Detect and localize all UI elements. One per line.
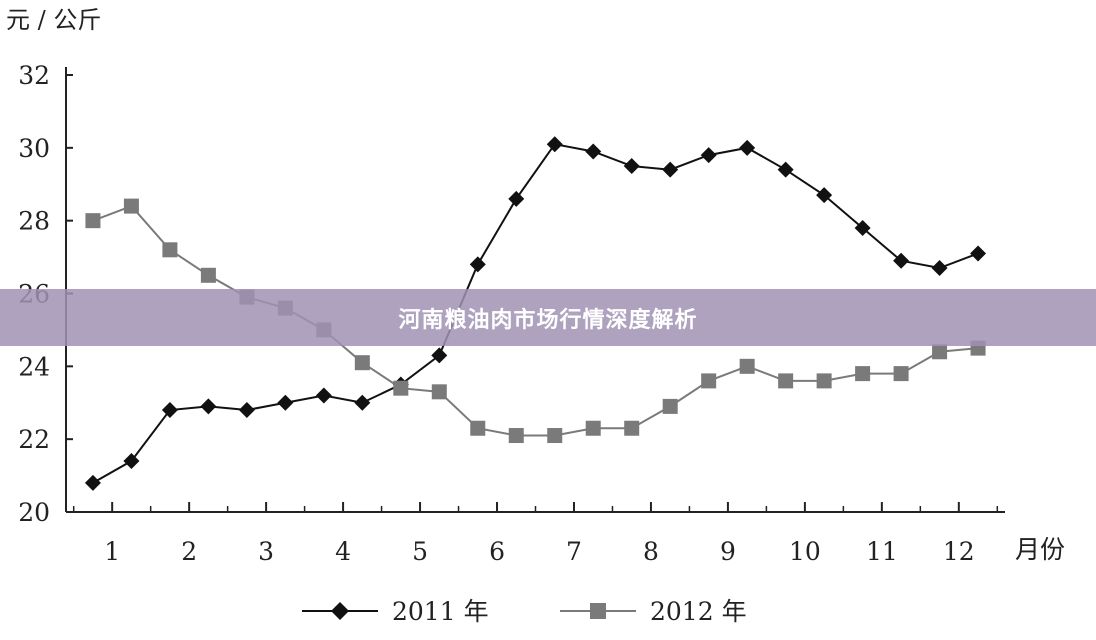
series-1-point (84, 474, 101, 491)
series-1-point (854, 219, 871, 236)
x-tick-label: 1 (104, 537, 120, 566)
series-1-point (931, 260, 948, 277)
series-1-point (431, 347, 448, 364)
series-2-point (701, 373, 717, 389)
x-tick-label: 12 (943, 537, 975, 566)
x-axis-unit-label: 月份 (1015, 535, 1065, 564)
title-banner: 河南粮油肉市场行情深度解析 (0, 289, 1096, 346)
series-2-point (547, 428, 563, 444)
series-2-point (893, 366, 909, 382)
series-2-point (585, 420, 601, 436)
y-tick-label: 20 (18, 498, 50, 527)
x-tick-label: 8 (643, 537, 659, 566)
series-2-point (470, 420, 486, 436)
legend-label-2: 2012 年 (650, 597, 747, 626)
series-2-point (662, 398, 678, 414)
series-1-point (893, 252, 910, 269)
x-tick-label: 4 (335, 537, 351, 566)
legend-marker-2 (590, 603, 606, 619)
series-1-point (469, 256, 486, 273)
series-1-point (546, 136, 563, 153)
series-2-point (85, 213, 101, 229)
series-1-point (585, 143, 602, 160)
series-2-point (932, 344, 948, 360)
series-1-point (238, 402, 255, 419)
x-tick-label: 11 (866, 537, 898, 566)
y-tick-label: 28 (18, 207, 50, 236)
series-2-point (200, 267, 216, 283)
series-1-point (816, 187, 833, 204)
series-1-point (777, 161, 794, 178)
y-tick-label: 22 (18, 425, 50, 454)
series-1-point (277, 394, 294, 411)
legend-label-1: 2011 年 (392, 597, 489, 626)
series-2-point (123, 198, 139, 214)
series-2-point (162, 242, 178, 258)
series-2-point (816, 373, 832, 389)
series-2-point (739, 358, 755, 374)
series-1-point (315, 387, 332, 404)
series-2-point (354, 355, 370, 371)
series-1-point (739, 139, 756, 156)
legend-marker-1 (331, 602, 349, 620)
y-tick-label: 32 (18, 61, 50, 90)
x-tick-label: 7 (566, 537, 582, 566)
series-2-point (393, 380, 409, 396)
series-1-point (623, 158, 640, 175)
x-tick-label: 5 (412, 537, 428, 566)
series-1-point (123, 453, 140, 470)
series-1-point (662, 161, 679, 178)
series-2-point (778, 373, 794, 389)
series-1-point (161, 402, 178, 419)
series-1-point (200, 398, 217, 415)
series-1-point (970, 245, 987, 262)
y-axis-unit-label: 元 / 公斤 (6, 6, 101, 34)
x-tick-label: 2 (181, 537, 197, 566)
series-2-point (624, 420, 640, 436)
y-tick-label: 30 (18, 134, 50, 163)
x-tick-label: 6 (489, 537, 505, 566)
series-1-point (354, 394, 371, 411)
series-2-point (508, 428, 524, 444)
series-2-point (855, 366, 871, 382)
banner-title: 河南粮油肉市场行情深度解析 (398, 307, 698, 333)
series-1-point (700, 147, 717, 164)
x-tick-label: 9 (720, 537, 736, 566)
series-1-point (508, 190, 525, 207)
x-tick-label: 10 (789, 537, 821, 566)
y-tick-label: 24 (18, 352, 50, 381)
x-tick-label: 3 (258, 537, 274, 566)
series-2-point (431, 384, 447, 400)
